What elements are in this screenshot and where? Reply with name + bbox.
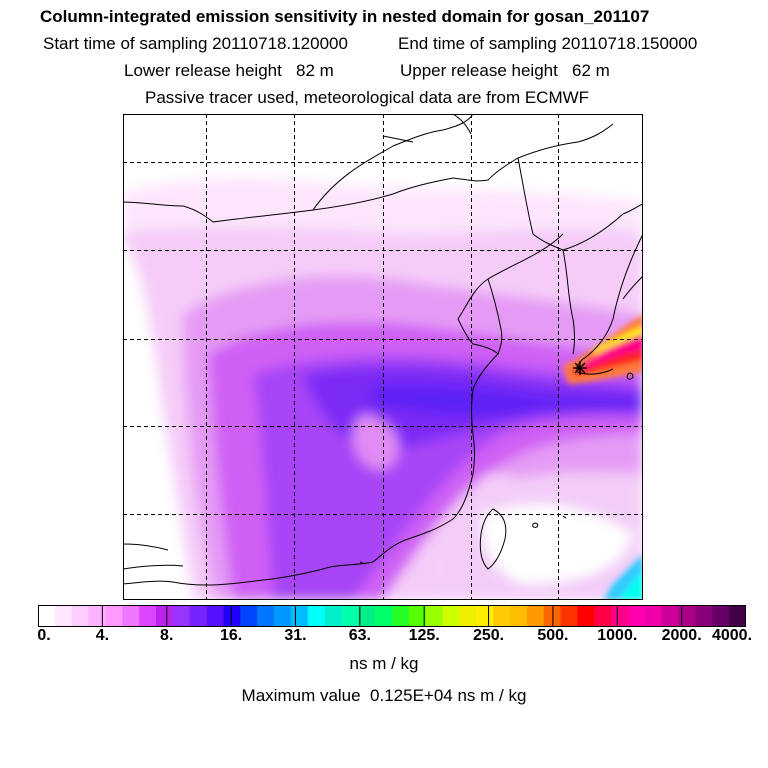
maximum-value-label: Maximum value 0.125E+04 ns m / kg: [241, 686, 527, 705]
colorbar-swatch: [678, 605, 696, 627]
colorbar-tick-label: 500.: [537, 627, 569, 644]
colorbar-swatch: [476, 605, 494, 627]
colorbar-swatch: [543, 605, 561, 627]
colorbar-tick-label: 250.: [472, 627, 505, 644]
colorbar-swatch: [240, 605, 258, 627]
colorbar-tick-label: 31.: [284, 627, 307, 644]
colorbar-swatch: [442, 605, 460, 627]
emission-sensitivity-map: [123, 114, 643, 600]
colorbar-swatch: [729, 605, 746, 627]
colorbar-units-label: ns m / kg: [349, 654, 419, 673]
colorbar-swatch: [459, 605, 477, 627]
colorbar-tick-label: 4.: [95, 627, 110, 644]
colorbar-swatch: [88, 605, 106, 627]
colorbar-tick-label: 2000.: [661, 627, 702, 644]
colorbar-swatch: [122, 605, 140, 627]
colorbar-swatch: [139, 605, 157, 627]
colorbar-swatch: [392, 605, 410, 627]
upper-release-height-label: Upper release height 62 m: [400, 61, 610, 80]
colorbar-swatch: [290, 605, 309, 627]
colorbar-swatch: [189, 605, 207, 627]
colorbar-swatch: [510, 605, 528, 627]
colorbar-swatch: [560, 605, 578, 627]
colorbar-tick-label: 63.: [348, 627, 371, 644]
colorbar-swatch: [375, 605, 393, 627]
colorbar-swatch: [661, 605, 679, 627]
colorbar-swatch: [206, 605, 224, 627]
colorbar-swatch: [307, 605, 325, 627]
tracer-info-label: Passive tracer used, meteorological data…: [145, 88, 590, 107]
colorbar-swatch: [611, 605, 629, 627]
start-time-label: Start time of sampling 20110718.120000: [43, 34, 348, 53]
lower-release-height-label: Lower release height 82 m: [124, 61, 334, 80]
colorbar-swatch: [594, 605, 612, 627]
colorbar-swatch: [695, 605, 713, 627]
colorbar-swatch: [712, 605, 730, 627]
colorbar-tick-label: 16.: [219, 627, 243, 644]
colorbar-tick-label: 8.: [160, 627, 174, 644]
colorbar-swatch: [577, 605, 595, 627]
colorbar-swatch: [71, 605, 89, 627]
plot-title: Column-integrated emission sensitivity i…: [40, 7, 650, 26]
colorbar-swatch: [54, 605, 73, 627]
colorbar-swatch: [156, 605, 174, 627]
colorbar-swatch: [341, 605, 359, 627]
colorbar-swatch: [425, 605, 443, 627]
colorbar-swatch: [324, 605, 342, 627]
colorbar-swatch: [105, 605, 123, 627]
colorbar: [38, 605, 746, 627]
colorbar-tick-label: 125.: [408, 627, 440, 644]
colorbar-border: [38, 605, 746, 627]
colorbar-swatch: [257, 605, 275, 627]
colorbar-tick-label: 4000.: [711, 627, 753, 644]
colorbar-swatch: [526, 605, 545, 627]
star-asterisk-icon: [573, 361, 587, 375]
end-time-label: End time of sampling 20110718.150000: [398, 34, 698, 53]
colorbar-swatch: [408, 605, 427, 627]
colorbar-swatch: [274, 605, 292, 627]
colorbar-tick-label: 0.: [37, 627, 51, 644]
colorbar-swatch: [223, 605, 241, 627]
colorbar-swatch: [172, 605, 191, 627]
colorbar-swatch: [358, 605, 376, 627]
colorbar-swatch: [644, 605, 663, 627]
colorbar-swatch: [628, 605, 646, 627]
colorbar-swatch: [38, 605, 56, 627]
colorbar-tick-label: 1000.: [597, 627, 638, 644]
sensitivity-field: [123, 114, 643, 600]
colorbar-swatch: [493, 605, 511, 627]
